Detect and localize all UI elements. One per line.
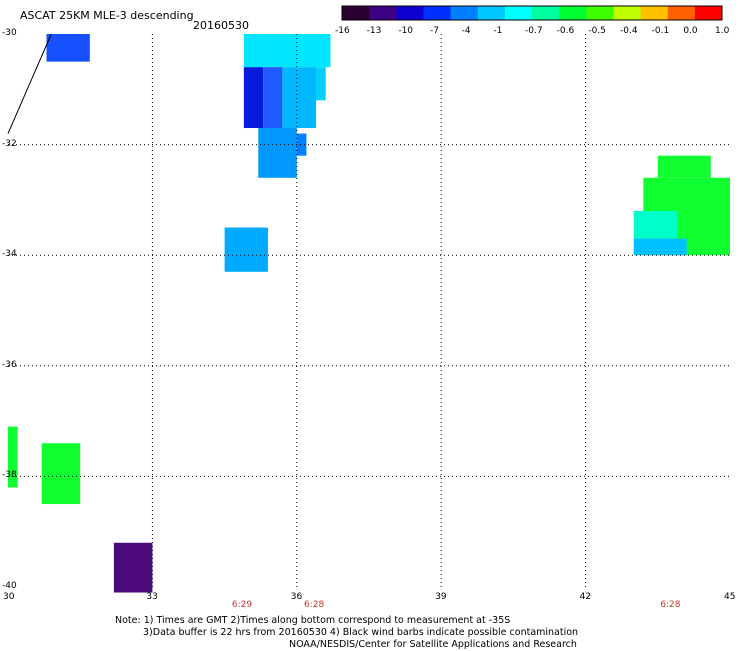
x-axis-label: 36 xyxy=(290,592,303,602)
footnote-line-2: 3)Data buffer is 22 hrs from 20160530 4)… xyxy=(143,627,579,638)
data-cell xyxy=(243,67,264,129)
colorbar-swatch xyxy=(613,6,642,20)
y-axis-label: -36 xyxy=(2,359,17,370)
pass-time-label: 6:28 xyxy=(304,600,325,610)
y-axis-label: -32 xyxy=(2,138,17,149)
data-cell xyxy=(263,67,283,129)
coastline xyxy=(7,33,52,134)
colorbar-tick-label: -10 xyxy=(398,26,414,36)
data-cell xyxy=(243,34,331,68)
colorbar-swatch xyxy=(396,6,424,20)
x-axis-label: 39 xyxy=(435,592,447,602)
colorbar-tick-label: 1.0 xyxy=(715,26,730,36)
colorbar-swatch xyxy=(477,6,506,20)
colorbar-swatch xyxy=(504,6,533,20)
colorbar-tick-label: -0.5 xyxy=(588,26,606,36)
data-cell xyxy=(46,34,90,62)
coastline-segment xyxy=(7,33,52,134)
colorbar-swatch xyxy=(559,6,587,20)
colorbar-tick-label: -7 xyxy=(430,26,439,36)
data-cell xyxy=(113,542,153,593)
data-cell xyxy=(296,133,307,156)
data-cell xyxy=(633,210,678,239)
colorbar xyxy=(341,5,723,21)
data-cell xyxy=(8,426,18,488)
chart-date: 20160530 xyxy=(193,19,249,32)
data-cell xyxy=(633,238,687,256)
y-axis-label: -40 xyxy=(2,581,17,591)
pass-time-label: 6:28 xyxy=(660,600,681,610)
colorbar-swatch xyxy=(342,6,370,20)
x-axis-label: 30 xyxy=(3,592,15,602)
colorbar-swatch xyxy=(667,6,696,20)
colorbar-border xyxy=(341,5,723,21)
pass-time-label: 6:29 xyxy=(231,600,253,610)
data-cell xyxy=(316,67,326,101)
plot-frame xyxy=(8,34,730,587)
y-axis-label: -38 xyxy=(2,470,17,481)
footnote-line-1: Note: 1) Times are GMT 2)Times along bot… xyxy=(115,615,511,626)
chart-title: ASCAT 25KM MLE-3 descending xyxy=(20,9,194,22)
y-axis-label: -34 xyxy=(2,249,17,260)
colorbar-swatch xyxy=(532,6,560,20)
y-axis-label: -30 xyxy=(2,28,17,38)
data-cell xyxy=(224,227,268,272)
colorbar-swatch xyxy=(586,6,614,20)
data-cells xyxy=(8,34,730,593)
colorbar-swatch xyxy=(423,6,452,20)
colorbar-tick-label: -0.1 xyxy=(651,26,670,36)
colorbar-swatch xyxy=(694,6,723,20)
footnote-line-3: NOAA/NESDIS/Center for Satellite Applica… xyxy=(289,639,577,650)
colorbar-tick-label: -13 xyxy=(366,26,382,36)
colorbar-tick-label: -0.4 xyxy=(620,26,638,36)
colorbar-tick-label: 0.0 xyxy=(683,26,698,36)
x-axis-label: 33 xyxy=(146,592,158,602)
x-axis-label: 45 xyxy=(724,592,736,602)
gridlines xyxy=(8,34,730,587)
x-axis-label: 42 xyxy=(579,592,592,602)
footnote: Note: 1) Times are GMT 2)Times along bot… xyxy=(115,615,578,651)
colorbar-swatch xyxy=(450,6,479,20)
colorbar-tick-label: -16 xyxy=(335,26,350,36)
data-cell xyxy=(41,443,81,505)
colorbar-swatch xyxy=(369,6,397,20)
data-cell xyxy=(282,67,317,129)
colorbar-tick-label: -4 xyxy=(461,26,471,36)
colorbar-tick-label: -0.7 xyxy=(525,26,543,36)
colorbar-tick-label: -1 xyxy=(493,26,503,36)
data-cell xyxy=(657,155,711,178)
data-cell xyxy=(258,128,297,178)
colorbar-tick-label: -0.6 xyxy=(556,26,575,36)
colorbar-swatch xyxy=(640,6,669,20)
